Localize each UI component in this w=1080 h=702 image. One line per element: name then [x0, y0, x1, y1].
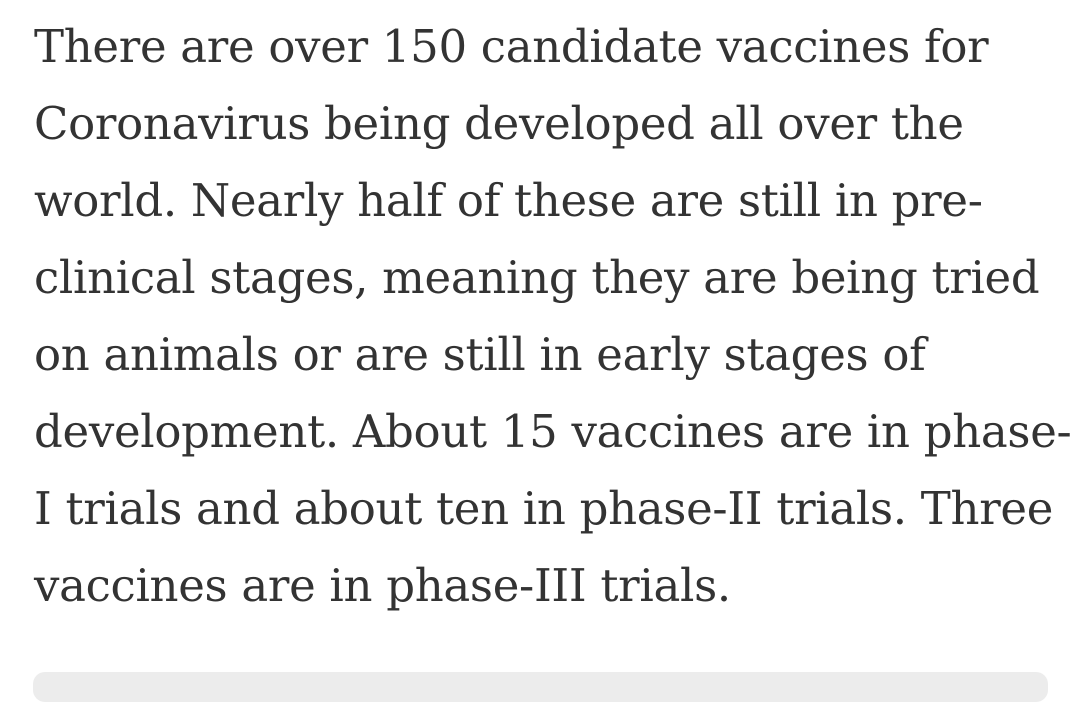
next-content-card	[33, 672, 1048, 702]
paragraph-line-6: development. About 15 vaccines are in ph…	[34, 405, 1072, 458]
paragraph-line-3: world. Nearly half of these are still in…	[34, 174, 983, 227]
paragraph-line-2: Coronavirus being developed all over the	[34, 97, 964, 150]
paragraph-line-1: There are over 150 candidate vaccines fo…	[34, 20, 989, 73]
paragraph-line-5: on animals or are still in early stages …	[34, 328, 926, 381]
paragraph-line-7: I trials and about ten in phase-II trial…	[34, 482, 1054, 535]
paragraph-line-4: clinical stages, meaning they are being …	[34, 251, 1040, 304]
article-paragraph: There are over 150 candidate vaccines fo…	[34, 8, 1072, 624]
paragraph-line-8: vaccines are in phase-III trials.	[34, 559, 731, 612]
